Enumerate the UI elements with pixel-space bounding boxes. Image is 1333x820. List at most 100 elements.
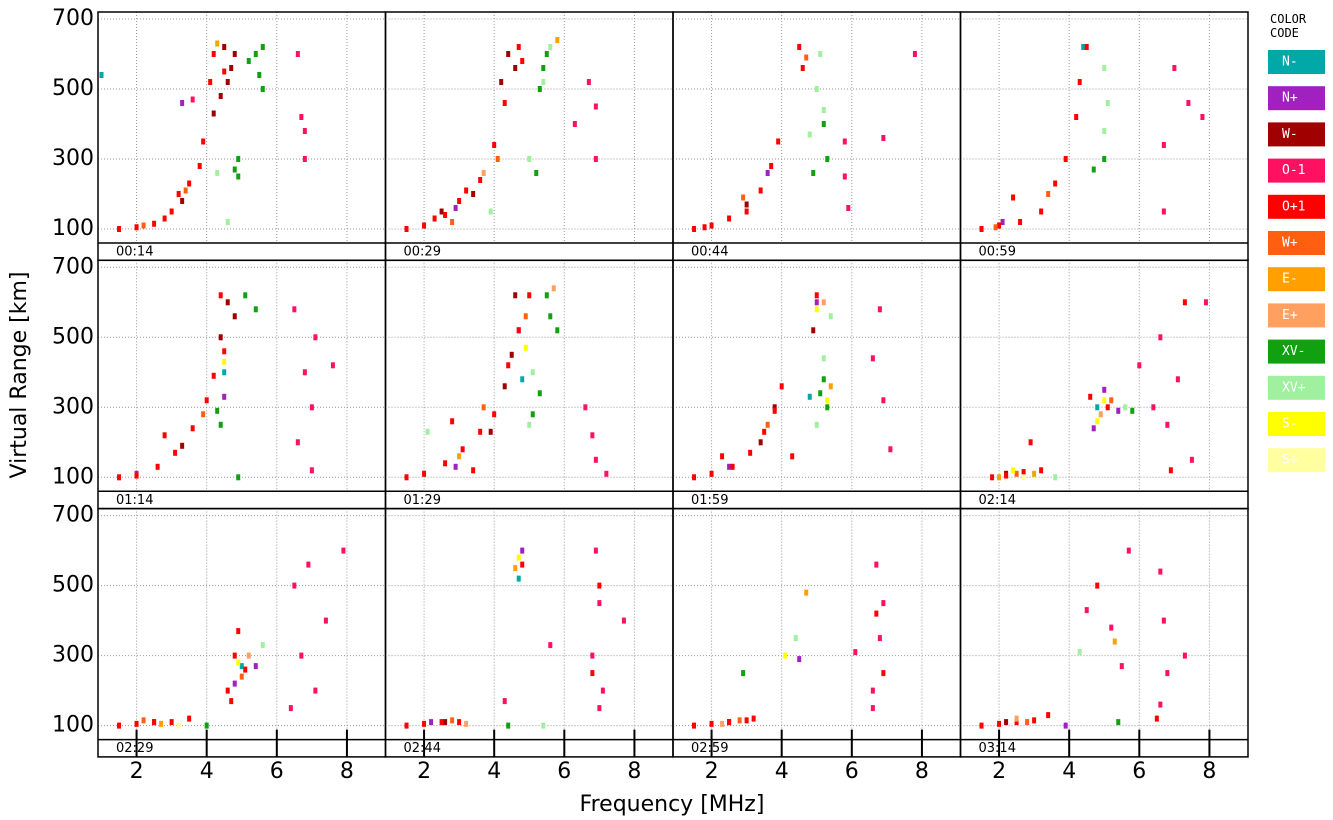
point <box>478 428 483 435</box>
point <box>225 687 230 694</box>
point <box>1021 469 1026 476</box>
point <box>152 220 157 227</box>
point <box>1021 474 1026 481</box>
point <box>997 222 1002 229</box>
point <box>748 449 753 456</box>
point <box>730 463 735 470</box>
point <box>1158 334 1163 341</box>
legend-label: O-1 <box>1282 163 1305 178</box>
point <box>912 51 917 57</box>
point <box>846 205 851 211</box>
time-label: 02:14 <box>979 493 1016 508</box>
y-tick-label: 300 <box>52 146 94 171</box>
time-label: 02:59 <box>691 741 728 756</box>
point <box>117 474 122 481</box>
point <box>1053 474 1058 481</box>
point <box>881 397 886 404</box>
point <box>520 547 525 554</box>
legend-title: COLOR CODE <box>1270 12 1307 40</box>
point <box>1119 663 1124 670</box>
point <box>572 121 577 127</box>
point <box>1014 715 1019 722</box>
point <box>870 355 875 362</box>
point <box>818 390 823 397</box>
point <box>253 306 258 313</box>
point <box>180 100 185 106</box>
legend-swatch <box>1268 231 1325 255</box>
point <box>741 194 746 201</box>
point <box>1105 404 1110 411</box>
point <box>229 698 234 705</box>
point <box>811 170 816 176</box>
point <box>432 215 437 222</box>
legend-label: E- <box>1282 272 1298 287</box>
point <box>979 226 984 232</box>
point <box>309 404 314 411</box>
point <box>222 358 227 365</box>
y-tick-label: 100 <box>52 216 94 241</box>
point <box>222 393 227 400</box>
point <box>1095 404 1100 411</box>
point <box>506 51 511 57</box>
point <box>797 44 802 50</box>
panel: 01:59 <box>672 259 962 510</box>
point <box>1116 407 1121 414</box>
point <box>527 421 532 428</box>
point <box>1200 114 1205 120</box>
point <box>530 369 535 376</box>
time-label: 02:29 <box>116 741 153 756</box>
point <box>152 719 157 726</box>
point <box>583 404 588 411</box>
point <box>260 642 265 649</box>
point <box>709 470 714 477</box>
point <box>1165 670 1170 677</box>
point <box>842 138 847 145</box>
point <box>828 383 833 390</box>
point <box>141 717 146 724</box>
point <box>1091 166 1096 173</box>
point <box>537 390 542 397</box>
point <box>225 79 230 85</box>
legend-swatch <box>1268 158 1325 183</box>
point <box>176 722 181 729</box>
time-label: 00:14 <box>116 245 153 260</box>
point <box>807 393 812 400</box>
point <box>218 93 223 99</box>
time-label: 02:44 <box>404 741 441 756</box>
point <box>544 51 549 57</box>
x-tick-label: 4 <box>1062 759 1076 784</box>
point <box>506 722 511 729</box>
point <box>239 673 244 680</box>
time-label: 03:14 <box>979 741 1016 756</box>
point <box>492 142 497 148</box>
point <box>404 226 409 232</box>
legend-label: S- <box>1282 417 1298 432</box>
y-tick-label: 300 <box>52 643 94 668</box>
legend-swatch <box>1268 412 1325 436</box>
panel-frame <box>384 11 674 262</box>
point <box>471 191 476 197</box>
point <box>1063 722 1068 729</box>
point <box>772 404 777 411</box>
x-tick-label: 4 <box>200 759 214 784</box>
point <box>593 547 598 554</box>
point <box>211 110 216 117</box>
point <box>555 327 560 334</box>
point <box>590 432 595 439</box>
point <box>187 180 192 187</box>
point <box>232 313 237 320</box>
point <box>1102 397 1107 404</box>
y-tick-label: 100 <box>52 464 94 489</box>
point <box>232 652 237 659</box>
point <box>1116 719 1121 726</box>
time-label: 00:29 <box>404 245 441 260</box>
point <box>779 383 784 390</box>
point <box>506 362 511 369</box>
x-axis-title: Frequency [MHz] <box>580 792 765 817</box>
point <box>260 86 265 92</box>
point <box>888 446 893 453</box>
point <box>236 659 241 666</box>
x-tick-label: 2 <box>705 759 719 784</box>
point <box>758 187 763 194</box>
x-tick-label: 2 <box>130 759 144 784</box>
